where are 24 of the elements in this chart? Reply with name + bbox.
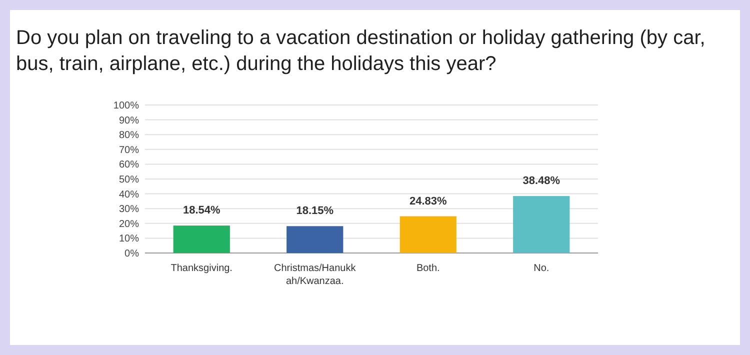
y-tick-label: 80% [118,130,140,142]
y-tick-label: 100% [113,100,140,112]
data-label: 24.83% [409,195,447,208]
y-tick-label: 30% [118,204,140,216]
y-tick-label: 70% [118,144,140,156]
y-tick-label: 60% [118,160,140,171]
x-tick-label: No. [534,263,550,274]
x-tick-label: Thanksgiving. [170,263,232,274]
x-tick-label: Christmas/Hanukkah/Kwanzaa. [274,263,357,287]
y-tick-label: 10% [118,234,140,245]
bar [173,226,230,253]
y-tick-label: 40% [118,189,140,200]
data-label: 18.15% [296,205,334,218]
x-tick-label: Both. [416,263,440,274]
y-tick-label: 20% [118,218,140,230]
bar [513,196,570,253]
y-tick-label: 0% [124,248,140,260]
chart-title: Do you plan on traveling to a vacation destination or holiday gathering (by car, bus, train, airplane, etc.) during the holidays this year? [16,27,706,75]
data-label: 18.54% [182,204,220,217]
y-tick-label: 90% [118,115,140,126]
bar [400,216,456,253]
bar [286,226,344,253]
y-tick-label: 50% [118,174,140,186]
data-label: 38.48% [522,175,560,188]
